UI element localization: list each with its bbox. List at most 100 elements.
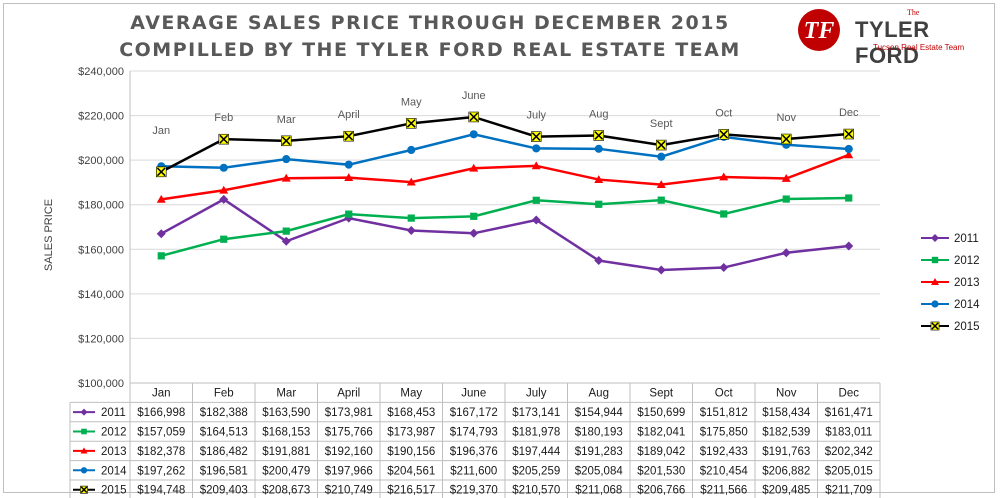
data-point xyxy=(470,212,478,220)
data-point xyxy=(843,128,854,140)
table-header-cell: July xyxy=(526,388,547,400)
table-header-cell: May xyxy=(400,388,422,400)
y-tick-label: $220,000 xyxy=(78,111,124,123)
data-point xyxy=(405,118,417,129)
table-cell: $182,041 xyxy=(637,427,685,439)
table-cell: $180,193 xyxy=(575,427,623,439)
table-cell: $192,433 xyxy=(700,446,748,458)
month-annotation: Jan xyxy=(152,125,170,137)
data-point xyxy=(218,133,230,145)
tf-monogram-icon: TF xyxy=(798,9,840,51)
y-axis-title: SALES PRICE xyxy=(43,199,55,271)
data-point xyxy=(531,215,541,225)
data-point xyxy=(219,194,229,204)
data-point xyxy=(594,256,604,266)
table-cell: $174,793 xyxy=(450,427,498,439)
table-cell: $210,454 xyxy=(700,465,749,477)
chart-title: AVERAGE SALES PRICE THROUGH DECEMBER 201… xyxy=(130,12,730,34)
marker-x xyxy=(156,167,166,177)
data-point xyxy=(344,173,354,181)
data-point xyxy=(657,196,665,204)
table-cell: $157,059 xyxy=(137,427,185,439)
series-line-2015 xyxy=(160,115,849,173)
table-header-cell: April xyxy=(337,388,360,400)
table-cell: $206,882 xyxy=(762,465,810,477)
logo-the: The xyxy=(907,8,920,17)
data-point xyxy=(844,144,853,154)
table-header-cell: Mar xyxy=(276,388,296,400)
series-2015 xyxy=(156,111,854,178)
legend-label: 2015 xyxy=(954,321,980,333)
table-cell: $191,881 xyxy=(262,446,310,458)
table-cell: $197,966 xyxy=(325,465,373,477)
table-cell: $209,485 xyxy=(762,485,810,497)
table-legend-marker xyxy=(80,485,88,494)
table-legend-marker xyxy=(80,447,88,454)
table-header-cell: Oct xyxy=(715,388,734,400)
legend-label: 2011 xyxy=(954,233,979,245)
y-axis-labels: $100,000 $120,000 $140,000 $160,000 $180,000… xyxy=(78,66,124,390)
logo-subtitle: Tucson Real Estate Team xyxy=(873,43,965,52)
legend-key-marker xyxy=(931,278,939,285)
marker-x xyxy=(781,134,791,144)
data-point xyxy=(532,196,540,204)
chart-frame xyxy=(3,3,995,493)
legend-label: 2014 xyxy=(954,299,980,311)
data-point xyxy=(468,111,479,123)
month-annotation: Mar xyxy=(277,114,296,126)
month-annotation: Sept xyxy=(650,118,673,130)
table-cell: $196,581 xyxy=(200,465,248,477)
data-point xyxy=(844,241,854,251)
table-cell: $191,283 xyxy=(575,446,623,458)
table-cell: $161,471 xyxy=(825,407,873,419)
table-cell: $201,530 xyxy=(637,465,685,477)
table-cell: $211,566 xyxy=(700,485,747,497)
table-legend-marker xyxy=(80,467,88,474)
y-tick-label: $100,000 xyxy=(78,378,124,390)
data-point xyxy=(469,130,478,139)
data-point xyxy=(531,161,541,170)
table-cell: $182,388 xyxy=(200,407,248,419)
table-cell: $211,600 xyxy=(450,465,497,477)
data-point xyxy=(219,185,229,194)
data-point xyxy=(720,210,728,218)
month-annotation: Aug xyxy=(589,108,609,120)
legend-label: 2013 xyxy=(954,277,980,289)
table-cell: $202,342 xyxy=(825,446,873,458)
table-cell: $182,378 xyxy=(137,446,185,458)
marker-x xyxy=(719,129,729,139)
table-cell: $210,749 xyxy=(325,485,373,497)
marker-x xyxy=(844,129,854,139)
table-header-cell: Feb xyxy=(214,388,234,400)
table-cell: $163,590 xyxy=(262,407,310,419)
month-annotation: April xyxy=(338,109,360,121)
month-annotation: Dec xyxy=(839,107,859,119)
table-cell: $191,763 xyxy=(762,446,810,458)
tyler-ford-logo: TF The TYLER FORD Tucson Real Estate Tea… xyxy=(795,6,995,68)
data-point xyxy=(343,130,354,142)
y-tick-label: $240,000 xyxy=(78,66,124,78)
y-tick-label: $180,000 xyxy=(78,200,124,212)
series-line-2011 xyxy=(160,197,849,272)
chart-subtitle: COMPILLED BY THE TYLER FORD REAL ESTATE … xyxy=(119,39,741,61)
table-cell: $181,978 xyxy=(512,427,560,439)
marker-x xyxy=(344,131,354,141)
data-point xyxy=(844,150,854,159)
table-cell: $211,068 xyxy=(575,485,622,497)
data-point xyxy=(780,133,792,145)
table-cell: $173,981 xyxy=(325,407,373,419)
table-cell: $158,434 xyxy=(762,407,811,419)
data-point xyxy=(157,252,165,260)
y-tick-label: $140,000 xyxy=(78,289,124,301)
table-cell: $173,987 xyxy=(387,427,435,439)
legend-label: 2012 xyxy=(954,255,980,267)
data-point xyxy=(344,160,353,169)
table-row-label: 2015 xyxy=(101,485,127,497)
table-cell: $154,944 xyxy=(575,407,624,419)
marker-x xyxy=(594,131,604,140)
month-annotations: Jan Feb Mar April May June July Aug Sept Oct Nov De… xyxy=(152,90,859,137)
marker-x xyxy=(656,140,666,150)
data-point xyxy=(281,236,291,246)
data-point xyxy=(281,173,291,182)
